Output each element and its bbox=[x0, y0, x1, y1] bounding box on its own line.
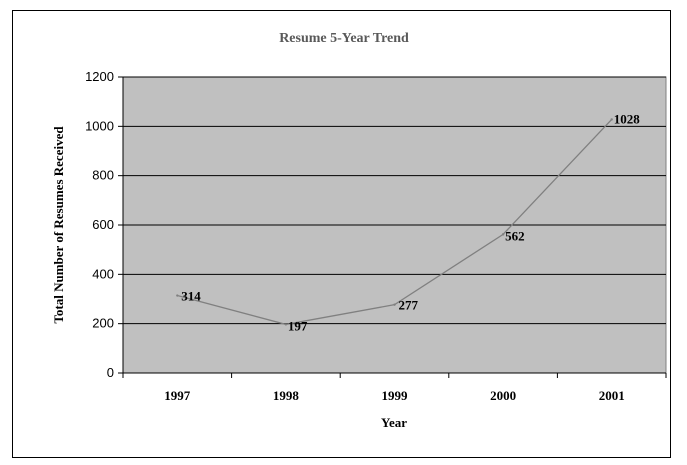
data-labels: 314 197 277 562 1028 bbox=[181, 111, 640, 333]
y-tick-label: 1200 bbox=[85, 69, 114, 84]
gridlines bbox=[123, 76, 666, 325]
data-point bbox=[284, 323, 288, 326]
y-axis-title: Total Number of Resumes Received bbox=[51, 126, 66, 324]
data-point bbox=[501, 233, 505, 236]
data-label: 277 bbox=[399, 298, 419, 313]
y-tick-label: 200 bbox=[92, 316, 114, 331]
x-tick-label: 2000 bbox=[490, 388, 516, 403]
data-point bbox=[393, 303, 396, 306]
y-tick-label: 0 bbox=[107, 365, 114, 380]
axes bbox=[118, 76, 667, 378]
y-tick-label: 800 bbox=[92, 168, 114, 183]
y-tick-label: 600 bbox=[92, 217, 114, 232]
x-tick-labels: 1997 1998 1999 2000 2001 bbox=[164, 388, 624, 403]
data-label: 314 bbox=[181, 289, 201, 304]
data-label: 197 bbox=[288, 318, 308, 333]
y-tick-label: 1000 bbox=[85, 118, 114, 133]
data-point bbox=[176, 294, 179, 297]
x-tick-label: 1998 bbox=[273, 388, 300, 403]
x-axis-title: Year bbox=[381, 415, 407, 430]
x-tick-label: 2001 bbox=[599, 388, 625, 403]
data-label: 1028 bbox=[614, 111, 641, 126]
data-label: 562 bbox=[505, 228, 524, 243]
y-tick-labels: 0 200 400 600 800 1000 1200 bbox=[85, 69, 114, 380]
data-point bbox=[610, 118, 613, 121]
y-tick-label: 400 bbox=[92, 266, 114, 281]
chart-title: Resume 5-Year Trend bbox=[279, 31, 409, 46]
x-tick-label: 1999 bbox=[382, 388, 409, 403]
x-tick-label: 1997 bbox=[164, 388, 191, 403]
series-line-group bbox=[176, 118, 613, 326]
